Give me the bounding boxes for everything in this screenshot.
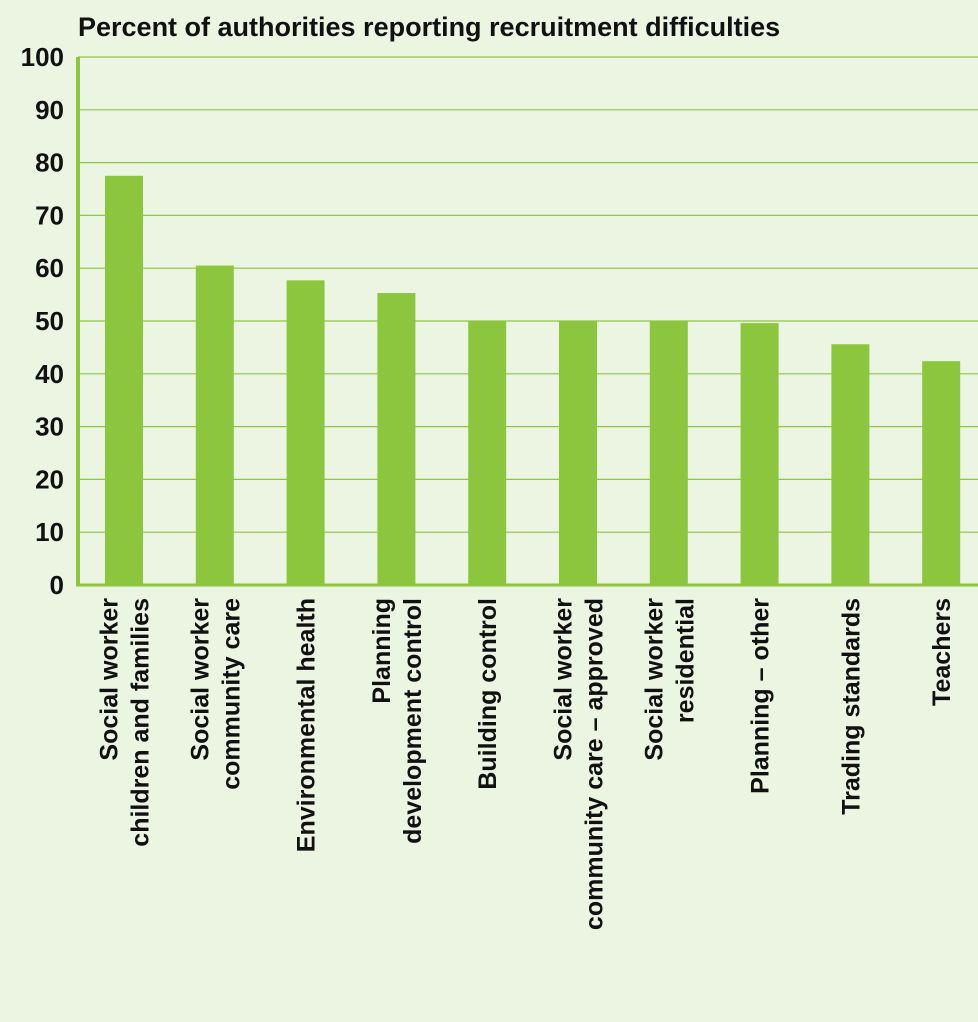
x-tick-label: Planning – other [747, 598, 775, 794]
x-tick-label-line: community care [217, 598, 245, 790]
y-tick-label: 70 [35, 200, 64, 230]
bar [286, 280, 325, 585]
x-tick-label: Teachers [928, 598, 956, 706]
x-tick-label: Social worker children and families [96, 598, 155, 847]
x-tick-label-line: community care – approved [581, 598, 609, 930]
x-tick-label-line: Social worker [640, 598, 668, 761]
x-tick-label-line: development control [399, 598, 427, 844]
x-tick-label-line: Trading standards [837, 598, 865, 815]
x-tick-label-line: Social worker [550, 598, 578, 761]
y-tick-label: 40 [35, 359, 64, 389]
x-tick-label: Social worker community care – approved [550, 598, 609, 930]
bar [649, 321, 688, 585]
x-tick-label-line: Planning [368, 598, 396, 704]
x-tick-label: Environmental health [293, 598, 321, 852]
x-tick-label: Building control [474, 598, 502, 790]
x-tick-label-line: Environmental health [293, 598, 321, 852]
x-tick-label: Trading standards [837, 598, 865, 815]
bar [922, 361, 961, 585]
x-tick-label-line: Planning – other [747, 598, 775, 794]
x-tick-label: Social worker community care [186, 598, 245, 790]
x-tick-label: Planning development control [368, 598, 427, 844]
y-tick-label: 60 [35, 253, 64, 283]
x-tick-label-line: residential [671, 598, 699, 723]
x-tick-label-line: Social worker [186, 598, 214, 761]
bar [740, 323, 779, 585]
bar [377, 293, 416, 585]
bar [468, 321, 507, 585]
x-tick-label-line: Social worker [96, 598, 124, 761]
y-tick-label: 10 [35, 517, 64, 547]
chart-title: Percent of authorities reporting recruit… [78, 12, 781, 42]
bar [105, 175, 143, 586]
bar [831, 344, 870, 585]
x-tick-label-line: children and families [127, 598, 155, 847]
x-tick-label-line: Building control [474, 598, 502, 790]
y-tick-label: 80 [35, 148, 64, 178]
y-tick-label: 20 [35, 464, 64, 494]
bar [559, 321, 597, 585]
bar [195, 265, 234, 585]
x-tick-label: Social worker residential [640, 598, 699, 761]
y-tick-label: 90 [35, 95, 64, 125]
y-tick-label: 100 [21, 42, 64, 72]
y-tick-label: 0 [50, 570, 64, 600]
y-tick-label: 50 [35, 306, 64, 336]
x-tick-label-line: Teachers [928, 598, 956, 706]
y-tick-label: 30 [35, 412, 64, 442]
